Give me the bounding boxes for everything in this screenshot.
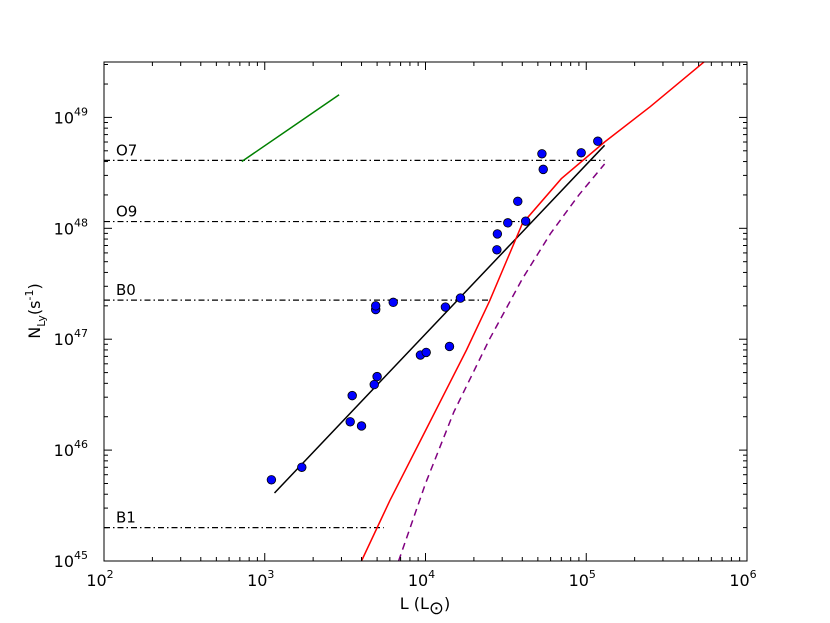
x-tick-label: 105 [569, 568, 596, 590]
x-tick-label: 106 [729, 568, 756, 590]
y-axis-label-mid: (s [25, 301, 44, 316]
y-tick-label: 1046 [54, 438, 88, 460]
data-point [444, 341, 455, 352]
data-point [513, 196, 523, 207]
y-axis-label: NLy(s-1) [23, 283, 48, 338]
reference-label-o9: O9 [116, 203, 137, 221]
data-point [593, 136, 603, 146]
x-tick-exponent: 2 [107, 568, 114, 581]
reference-label-b0: B0 [116, 281, 136, 299]
x-tick-label: 102 [86, 568, 113, 590]
data-point [537, 149, 547, 159]
x-tick-exponent: 5 [589, 568, 596, 581]
plot-frame [103, 61, 748, 562]
purple-dashed-line [397, 163, 606, 561]
x-tick-label: 103 [247, 568, 274, 590]
reference-label-o7: O7 [116, 141, 137, 159]
y-axis-label-close: ) [25, 283, 44, 289]
y-tick-base: 10 [54, 552, 74, 571]
data-point [440, 302, 451, 312]
fit-line [273, 144, 606, 494]
y-axis-label-main: N [25, 327, 44, 339]
y-tick-label: 1045 [54, 549, 88, 571]
x-tick-base: 10 [408, 571, 428, 590]
data-point [369, 379, 379, 390]
data-point [503, 218, 513, 228]
data-point [538, 164, 548, 175]
data-point [370, 301, 381, 311]
y-tick-exponent: 45 [74, 549, 88, 562]
data-point [576, 148, 586, 158]
x-tick-exponent: 6 [750, 568, 757, 581]
data-point [421, 347, 431, 358]
x-tick-base: 10 [729, 571, 749, 590]
x-tick-base: 10 [86, 571, 106, 590]
y-tick-base: 10 [54, 330, 74, 349]
y-tick-exponent: 46 [74, 438, 88, 451]
data-point [520, 216, 531, 226]
x-tick-exponent: 4 [428, 568, 435, 581]
data-point [388, 297, 398, 308]
data-point [345, 417, 355, 427]
data-point [372, 371, 382, 382]
axis-ticks [103, 62, 748, 562]
y-tick-label: 1049 [54, 105, 88, 127]
x-tick-base: 10 [569, 571, 589, 590]
x-axis-label: L (L⊙) [400, 594, 451, 619]
y-tick-base: 10 [54, 219, 74, 238]
y-tick-label: 1047 [54, 327, 88, 349]
data-point [492, 245, 502, 255]
y-axis-label-sub: Ly [35, 315, 48, 327]
x-axis-label-main: L (L [400, 594, 429, 613]
y-tick-exponent: 47 [74, 327, 88, 340]
green-line [241, 94, 340, 163]
data-point [455, 293, 466, 303]
data-point [492, 229, 503, 239]
data-point [297, 462, 307, 472]
plot-area [104, 62, 706, 561]
y-tick-exponent: 49 [74, 105, 88, 118]
x-axis-label-close: ) [444, 594, 450, 613]
data-point [356, 421, 367, 431]
y-tick-label: 1048 [54, 216, 88, 238]
x-tick-label: 104 [408, 568, 435, 590]
y-tick-base: 10 [54, 441, 74, 460]
y-tick-exponent: 48 [74, 216, 88, 229]
reference-label-b1: B1 [116, 509, 136, 527]
data-point [347, 390, 357, 401]
y-axis-label-sup: -1 [23, 290, 36, 301]
y-tick-base: 10 [54, 108, 74, 127]
x-tick-base: 10 [247, 571, 267, 590]
x-axis-label-sub: ⊙ [429, 598, 444, 619]
x-tick-exponent: 3 [267, 568, 274, 581]
red-model-line [360, 62, 706, 561]
data-point [266, 475, 277, 485]
